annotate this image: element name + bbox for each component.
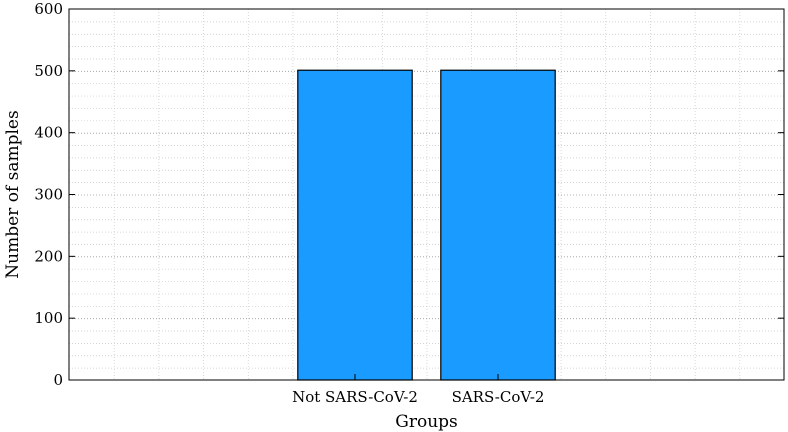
y-axis-title: Number of samples	[3, 110, 23, 278]
y-tick-label: 400	[34, 124, 63, 142]
x-axis-ticks: Not SARS-CoV-2 SARS-CoV-2	[292, 374, 544, 406]
y-tick-label: 600	[34, 0, 63, 18]
plot-frame	[68, 8, 785, 381]
x-tick-label: Not SARS-CoV-2	[292, 388, 418, 406]
x-tick-label: SARS-CoV-2	[452, 388, 545, 406]
y-tick-label: 100	[34, 309, 63, 327]
y-tick-label: 0	[53, 371, 63, 389]
y-tick-label: 500	[34, 62, 63, 80]
y-tick-label: 300	[34, 186, 63, 204]
x-axis-title: Groups	[395, 412, 458, 432]
y-tick-label: 200	[34, 247, 63, 265]
bar	[440, 69, 556, 381]
bars	[297, 69, 556, 381]
y-axis-ticks: 0 100 200 300 400 500 600	[34, 0, 784, 389]
major-grid	[69, 70, 784, 320]
minor-grid	[69, 9, 784, 380]
bar	[297, 69, 413, 381]
